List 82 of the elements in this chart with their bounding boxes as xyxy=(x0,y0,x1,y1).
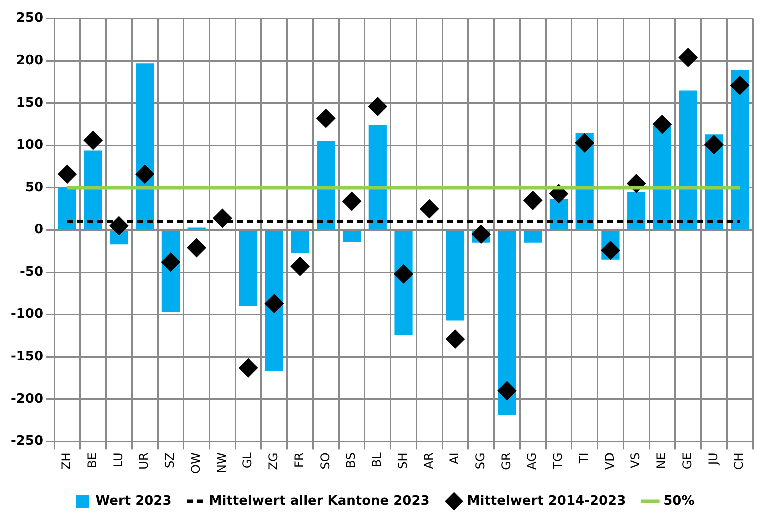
point xyxy=(601,241,620,260)
y-tick-label: 100 xyxy=(16,138,44,154)
x-tick-label: SZ xyxy=(163,452,178,469)
point xyxy=(394,264,414,284)
point xyxy=(704,135,724,154)
y-tick-label: 250 xyxy=(16,11,44,26)
point xyxy=(368,97,388,116)
x-tick-label: OW xyxy=(188,452,203,474)
point xyxy=(652,115,672,134)
bar xyxy=(368,125,387,230)
point xyxy=(58,164,77,184)
x-tick-label: TG xyxy=(551,452,566,470)
bar xyxy=(58,187,77,230)
bar xyxy=(265,230,284,372)
y-tick-label: -250 xyxy=(10,434,44,450)
point xyxy=(730,76,750,96)
bar xyxy=(342,230,362,242)
x-tick-label: NW xyxy=(214,452,229,474)
point xyxy=(290,257,310,276)
y-tick-label: -150 xyxy=(10,349,44,364)
x-tick-label: LU xyxy=(111,452,126,468)
x-tick-label: BS xyxy=(344,452,358,468)
x-tick-label: GE xyxy=(680,452,694,470)
bar xyxy=(446,230,465,321)
bar xyxy=(239,230,258,306)
x-tick-label: SO xyxy=(318,452,332,470)
bar xyxy=(498,230,516,416)
y-tick-label: 0 xyxy=(34,222,44,238)
bar xyxy=(317,141,336,230)
bar xyxy=(291,230,310,254)
legend-label: Mittelwert 2014-2023 xyxy=(467,494,626,509)
point xyxy=(84,131,103,150)
y-tick-label: 200 xyxy=(16,53,44,68)
x-tick-label: NE xyxy=(654,452,669,470)
legend-label: Wert 2023 xyxy=(96,494,172,509)
bar xyxy=(84,150,102,230)
x-tick-label: UR xyxy=(137,452,152,470)
point xyxy=(187,238,206,258)
bar xyxy=(731,70,750,230)
x-tick-label: CH xyxy=(732,452,746,470)
y-tick-label: -200 xyxy=(10,392,44,407)
x-tick-label: ZH xyxy=(60,452,74,470)
point xyxy=(678,48,698,68)
bar xyxy=(679,90,698,230)
x-tick-label: AR xyxy=(422,452,436,470)
point xyxy=(161,252,180,272)
point xyxy=(420,200,440,219)
x-tick-label: GR xyxy=(499,452,514,470)
x-tick-label: FR xyxy=(292,452,306,468)
y-tick-label: -50 xyxy=(20,264,44,280)
legend-label: Mittelwert aller Kantone 2023 xyxy=(209,494,430,509)
bar xyxy=(110,230,128,245)
point xyxy=(472,224,491,244)
y-tick-label: 150 xyxy=(16,96,44,111)
x-tick-label: SG xyxy=(474,452,488,470)
point xyxy=(316,109,336,128)
x-tick-label: SH xyxy=(396,452,410,470)
y-tick-label: -100 xyxy=(10,307,44,322)
point xyxy=(498,381,517,400)
x-tick-label: BE xyxy=(85,452,100,469)
point xyxy=(264,294,284,314)
point xyxy=(136,164,155,184)
bar xyxy=(628,192,646,230)
x-tick-label: AI xyxy=(448,452,462,464)
x-tick-label: VS xyxy=(628,452,643,469)
x-tick-label: BL xyxy=(370,452,384,468)
point xyxy=(524,191,543,210)
bar xyxy=(524,230,542,243)
x-tick-label: AG xyxy=(525,452,540,470)
x-tick-label: VD xyxy=(602,452,617,470)
x-tick-label: JU xyxy=(706,452,720,466)
point xyxy=(239,358,258,378)
y-tick-label: 50 xyxy=(25,180,44,196)
legend-label: 50% xyxy=(664,494,695,509)
x-tick-label: ZG xyxy=(266,452,281,470)
point xyxy=(575,134,594,153)
bar xyxy=(136,64,154,230)
x-tick-label: GL xyxy=(240,452,255,469)
x-tick-label: TI xyxy=(576,452,591,465)
bar xyxy=(394,230,413,336)
point xyxy=(342,192,362,211)
point xyxy=(446,330,466,349)
